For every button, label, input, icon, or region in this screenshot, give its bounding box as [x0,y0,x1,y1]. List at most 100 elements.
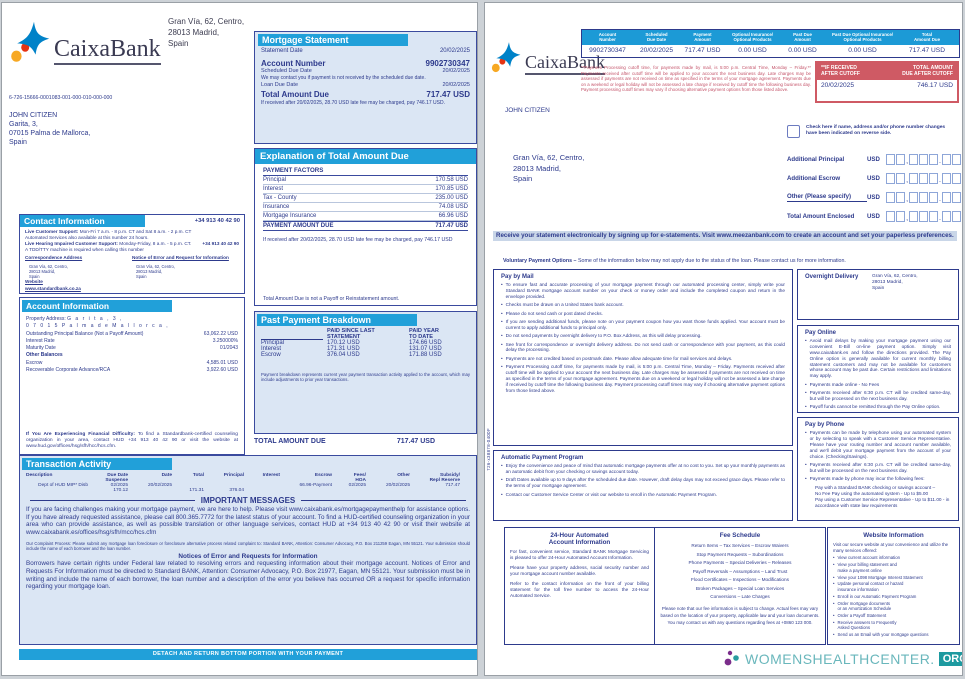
total-amount-due-value: 717.47 USD [396,438,435,445]
notice-error-head: Notice of Error and Request for Informat… [132,255,229,261]
watermark-org-badge: ORG [938,652,962,666]
col-header: Total [192,473,204,478]
summary-col-header: Scheduled Due Date [645,32,668,43]
address-change-checkbox[interactable] [787,125,800,138]
additional-principal-row: Additional Principal USD ,. [787,154,961,165]
currency-label: USD [867,156,880,163]
amount-entry-boxes[interactable]: ,. [886,192,961,203]
col-header: Date [161,473,172,478]
fee-line: Return Items – Tax Services – Escrow Wai… [691,543,789,549]
col-head-ytd: PAID YEAR TO DATE [409,328,439,340]
summary-value: 20/02/2025 [639,46,673,54]
col-head-since: PAID SINCE LAST STATEMENT [327,328,375,340]
automated-paragraph: Please have your property address, socia… [510,565,649,577]
bullet: • View your billing statement and make a … [833,562,897,573]
financial-difficulty-note: If You Are Experiencing Financial Diffic… [26,432,238,450]
summary-value: 0.00 USD [848,46,877,54]
col-header: Interest [262,473,280,478]
account-number-value: 9902730347 [425,59,471,68]
checkbox-label: Check here if name, address and/or phone… [806,125,946,137]
transaction-activity-box: Transaction Activity Description Due Dat… [19,455,477,645]
website-label: Website [25,279,43,285]
bullet: • Payments made by phone may incur the fo… [805,476,925,482]
other-balances-label: Other Balances [26,352,63,359]
fee-line: Conversions – Late Charges [710,593,770,599]
bullet: • Receive answers to Frequently Asked Que… [833,619,897,631]
voluntary-options-heading: Voluntary Payment Options – Some of the … [503,258,846,264]
automated-paragraph: For fast, convenient service, Standard B… [510,549,649,561]
col-header: Principal [223,473,244,478]
past-payment-col-spacer [261,339,323,340]
statement-page-front: CaixaBank Gran Vía, 62, Centro, 28013 Ma… [1,2,478,676]
watermark-dots-icon [724,650,739,666]
payment-coupon-page: CaixaBank Account Number Scheduled Due D… [484,2,963,676]
detach-footer-bar: DETACH AND RETURN BOTTOM PORTION WITH YO… [19,649,477,660]
customer-support-line: Live Customer Support: Mon-Fri 7 a.m. - … [25,229,192,234]
cell: 20/02/2025 [147,483,172,488]
fee-schedule-title: Fee Schedule [719,532,761,539]
estatement-banner: Receive your statement electronically by… [493,231,957,242]
factor-row: Mortgage Insurance 66.96 USD [263,213,468,221]
phone-fee-lines: Pay with a Standard BANK checking or sav… [815,484,950,508]
maturity-date-row: Maturity Date 01/2043 [26,345,238,351]
pay-online-box: Pay Online • Avoid mail delays by making … [797,325,959,413]
account-info-title: Account Information [22,300,172,312]
breakdown-note: Payment breakdown represents current yea… [261,372,470,382]
correspondence-head: Correspondence Address [25,255,83,261]
additional-escrow-row: Additional Escrow USD ,. [787,173,961,184]
row-label: Principal [261,340,285,346]
recipient-address: Gran Vía, 62, Centro, 28013 Madrid, Spai… [513,153,585,183]
summary-col-header: Past Due Amount [793,32,812,43]
explanation-title: Explanation of Total Amount Due [255,149,476,164]
important-messages-body: If you are facing challenges making your… [26,506,470,537]
amount-after-cutoff: 746.17 USD [917,81,953,89]
bullet: • Payments made online - No Fees [805,381,880,387]
bullet: • To ensure fast and accurate processing … [501,282,785,299]
automatic-payment-title: Automatic Payment Program [501,455,584,461]
summary-col-header: Optional Insurance/ Optional Products [732,32,773,43]
cell: 02/2025 [348,483,366,488]
contact-information-box: Contact Information +34 913 40 42 90 Liv… [19,214,245,294]
row-since: 171.31 USD [327,346,360,352]
womenshealthcenter-watermark: WOMENSHEALTHCENTER. ORG [723,649,962,669]
account-information-box: Account Information Property Address: G … [19,297,245,455]
support-phone: +34 913 40 42 90 [194,218,240,224]
total-amount-due-line: TOTAL AMOUNT DUE 717.47 USD [254,438,435,445]
website-information-box: Website Information Visit our secure web… [827,527,960,645]
website-intro: Visit our secure website at your conveni… [833,542,949,553]
bullet: • Payment Processing cutoff time, for pay… [501,364,785,393]
field-label: Additional Escrow [787,175,841,182]
amount-entry-boxes[interactable]: ,. [886,173,961,184]
bullet: • Payments received after 6:30 p.m. CT wi… [805,390,951,401]
escrow-row: Escrow 4,585.01 USD [26,359,238,366]
late-fee-note: If received after 20/02/2025, 28.70 USD … [261,100,446,106]
col-header: Fees/ HOA [353,473,366,483]
bullet: • Send us an Email with your mortgage que… [833,632,929,638]
payment-amount-due-row: PAYMENT AMOUNT DUE 717.47 USD [263,221,468,231]
notices-title: Notices of Error and Requests for Inform… [178,553,318,561]
amount-entry-boxes[interactable]: ,. [886,154,961,165]
bullet: • Payments received after 6:30 p.m. CT wi… [805,461,951,473]
property-address-line2: 0 7 0 1 5 P a l m a d e M a l l o r c a … [26,323,170,330]
bank-address: Gran Vía, 62, Centro, 28013 Madrid, Spai… [168,17,245,48]
field-label: Other (Please specify) [787,193,868,202]
bullet: • Payoff funds cannot be remitted through… [805,404,941,410]
automated-info-title: 24-Hour Automated Account Information [548,532,611,547]
row-label: Interest [261,346,282,352]
summary-value: 717.47 USD [684,46,721,54]
bullet: • Avoid mail delays by making your mortga… [805,338,951,379]
cell: 02/2025 170.12 [110,483,128,493]
cell [246,483,280,493]
bullet: • Payments can be made by telephone using… [805,430,951,459]
statement-date-value: 20/02/2025 [439,48,470,54]
watermark-text: WOMENSHEALTHCENTER. [745,651,935,667]
transaction-title: Transaction Activity [22,458,172,470]
tdd-note: A TDD/TTY machine is required when calli… [25,247,144,253]
if-received-label: **IF RECEIVED AFTER CUTOFF [821,65,860,78]
amount-entry-boxes[interactable]: ,. [886,211,961,222]
factor-row: Insurance 74.08 USD [263,204,468,212]
payment-summary-table: Account Number Scheduled Due Date Paymen… [581,29,960,58]
summary-col-header: Payment Amount [693,32,712,43]
automated-note: Automated Services also available at thi… [25,235,149,241]
notice-error-address: Gran Vía, 62, Centro, 28013 Madrid, Spai… [136,263,175,280]
